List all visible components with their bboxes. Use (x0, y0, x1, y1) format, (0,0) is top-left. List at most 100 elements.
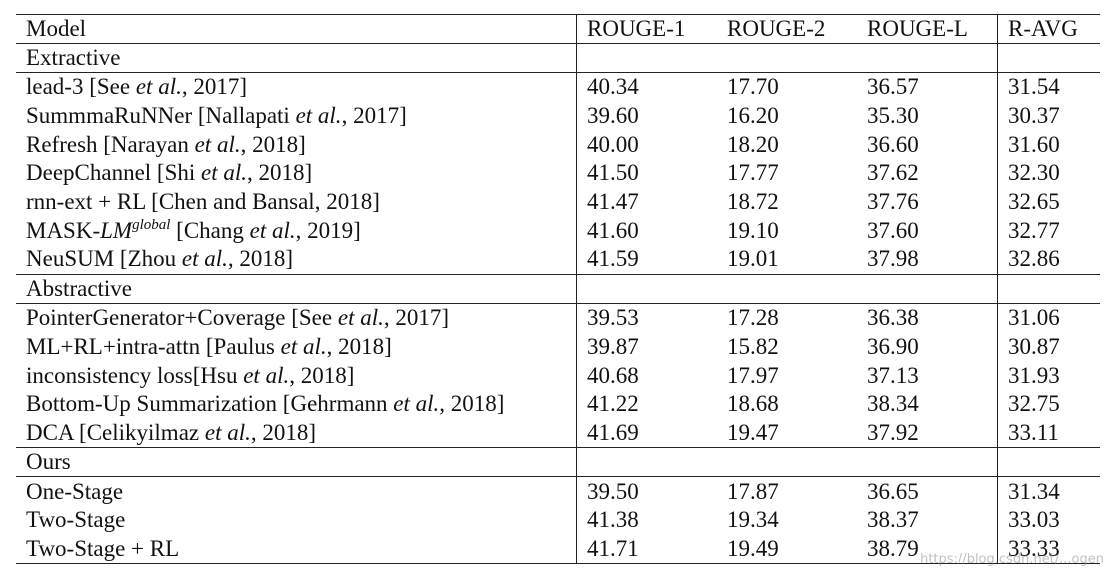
model-name-text: PointerGenerator+Coverage [See (26, 305, 338, 331)
rouge-1-value: 39.50 (576, 476, 717, 506)
rouge-1-value: 41.59 (576, 245, 717, 275)
table-row: inconsistency loss[Hsu et al., 2018] 40.6… (16, 361, 1100, 390)
results-table-wrapper: Model ROUGE-1 ROUGE-2 ROUGE-L R-AVG Extr… (16, 14, 1100, 565)
model-name-text: ML+RL+intra-attn [Paulus (26, 333, 281, 359)
rouge-1-value: 41.50 (576, 159, 717, 188)
table-row: DeepChannel [Shi et al., 2018] 41.50 17.77… (16, 159, 1100, 188)
header-row: Model ROUGE-1 ROUGE-2 ROUGE-L R-AVG (16, 14, 1100, 44)
section-row-extractive: Extractive (16, 43, 1100, 73)
rouge-l-value: 36.57 (867, 74, 919, 100)
model-name-text: rnn-ext + RL [Chen and Bansal, 2018] (26, 189, 380, 215)
r-avg-value: 31.93 (997, 361, 1100, 390)
model-name: DCA [Celikyilmaz et al., 2018] (16, 419, 577, 448)
model-name-etal: et al. (393, 391, 440, 417)
model-name-year: , 2018] (240, 131, 306, 157)
model-name-etal: et al. (201, 160, 248, 186)
rouge-l-value: 38.37 (867, 507, 919, 533)
rouge-2-value: 19.01 (727, 246, 779, 272)
model-name-etal: et al. (135, 74, 182, 100)
model-name: Two-Stage (16, 506, 577, 535)
rouge-2-value: 17.87 (727, 478, 779, 504)
table-row: PointerGenerator+Coverage [See et al., 2… (16, 303, 1100, 333)
r-avg-value: 31.54 (997, 72, 1100, 102)
model-name-etal: et al. (194, 131, 241, 157)
table-row: DCA [Celikyilmaz et al., 2018] 41.69 19.47… (16, 418, 1100, 448)
rouge-2-value: 16.20 (727, 103, 779, 129)
model-name-text: Refresh [Narayan (26, 131, 195, 157)
model-name: NeuSUM [Zhou et al., 2018] (16, 245, 577, 274)
model-name-year: , 2018] (289, 362, 355, 388)
model-name-text: Two-Stage (26, 507, 126, 533)
rouge-2-value: 19.34 (727, 507, 779, 533)
rouge-2-value: 18.20 (727, 131, 779, 157)
rouge-2-value: 19.49 (717, 534, 857, 565)
model-name-text: NeuSUM [Zhou (26, 246, 182, 272)
model-name-year: , 2017] (383, 305, 450, 331)
r-avg-value: 31.60 (997, 130, 1100, 160)
model-name: lead-3 [See et al., 2017] (16, 73, 577, 102)
watermark: https://blog.csdn.net/...ogen (920, 552, 1104, 567)
rouge-l-value: 37.13 (867, 362, 919, 388)
table-row: lead-3 [See et al., 2017] 40.34 17.70 36.57… (16, 72, 1100, 102)
model-name-etal: et al. (295, 103, 342, 129)
table-row: NeuSUM [Zhou et al., 2018] 41.59 19.01 37.9… (16, 245, 1100, 275)
table-row: ML+RL+intra-attn [Paulus et al., 2018] 39… (16, 332, 1100, 362)
rouge-1-value: 41.38 (576, 505, 717, 535)
header-r-avg: R-AVG (997, 14, 1100, 44)
rouge-2-value: 17.70 (727, 74, 779, 100)
rouge-2-value: 15.82 (727, 333, 779, 359)
rouge-2-value: 17.97 (727, 362, 779, 388)
section-spacer (576, 43, 998, 73)
rouge-2-value: 19.47 (727, 419, 779, 445)
section-label: Abstractive (16, 273, 577, 304)
model-name: ML+RL+intra-attn [Paulus et al., 2018] (16, 333, 577, 362)
rouge-l-value: 35.30 (867, 103, 919, 129)
model-name-etal: et al. (280, 333, 327, 359)
rouge-2-value: 17.28 (727, 305, 779, 331)
rouge-1-value: 41.69 (576, 418, 717, 448)
model-name: inconsistency loss[Hsu et al., 2018] (16, 361, 577, 390)
rouge-1-value: 41.71 (576, 534, 717, 565)
model-name-year: , 2017] (181, 74, 248, 100)
model-name-year: , 2019] (295, 217, 361, 243)
r-avg-value: 32.30 (997, 159, 1100, 188)
model-name-text: lead-3 [See (26, 74, 136, 100)
rouge-2-value: 17.77 (727, 160, 779, 186)
rouge-l-value: 36.60 (867, 131, 919, 157)
section-label: Extractive (16, 43, 577, 73)
model-name: Bottom-Up Summarization [Gehrmann et al.… (16, 390, 577, 419)
section-spacer (997, 43, 1100, 73)
model-name-year: , 2018] (227, 246, 294, 272)
table-row: Refresh [Narayan et al., 2018] 40.00 18.20… (16, 130, 1100, 160)
model-name-lm: LM (100, 217, 133, 243)
model-name-etal: et al. (337, 305, 384, 331)
rouge-1-value: 41.47 (576, 187, 717, 217)
rouge-1-value: 39.53 (576, 303, 717, 333)
header-rouge-l: ROUGE-L (857, 14, 998, 44)
rouge-l-value: 38.34 (867, 391, 919, 417)
header-rouge-2: ROUGE-2 (717, 14, 857, 44)
rouge-l-value: 37.76 (867, 189, 919, 215)
model-name-etal: et al. (181, 246, 228, 272)
rouge-1-value: 40.68 (576, 361, 717, 390)
rouge-1-value: 39.87 (576, 332, 717, 362)
rouge-2-value: 19.10 (727, 217, 779, 243)
r-avg-value: 32.77 (997, 216, 1100, 246)
r-avg-value: 31.34 (997, 476, 1100, 506)
model-name-text: MASK- (26, 217, 101, 243)
model-name: PointerGenerator+Coverage [See et al., 2… (16, 303, 577, 332)
model-name-year: , 2018] (250, 419, 317, 445)
r-avg-value: 33.33 (997, 534, 1100, 565)
section-spacer (997, 447, 1100, 478)
rouge-2-value: 18.68 (727, 391, 779, 417)
table-row: Two-Stage 41.38 19.34 38.37 33.03 (16, 505, 1100, 535)
rouge-l-value: 37.98 (867, 246, 919, 272)
section-row-abstractive: Abstractive (16, 273, 1100, 304)
model-name-etal: et al. (204, 419, 251, 445)
model-name-etal: et al. (243, 362, 290, 388)
model-name-text: One-Stage (26, 478, 124, 504)
model-name-text: SummmaRuNNer [Nallapati (26, 103, 296, 129)
model-name-text: DeepChannel [Shi (26, 160, 202, 186)
model-name-year: , 2018] (326, 333, 392, 359)
r-avg-value: 33.03 (997, 505, 1100, 535)
